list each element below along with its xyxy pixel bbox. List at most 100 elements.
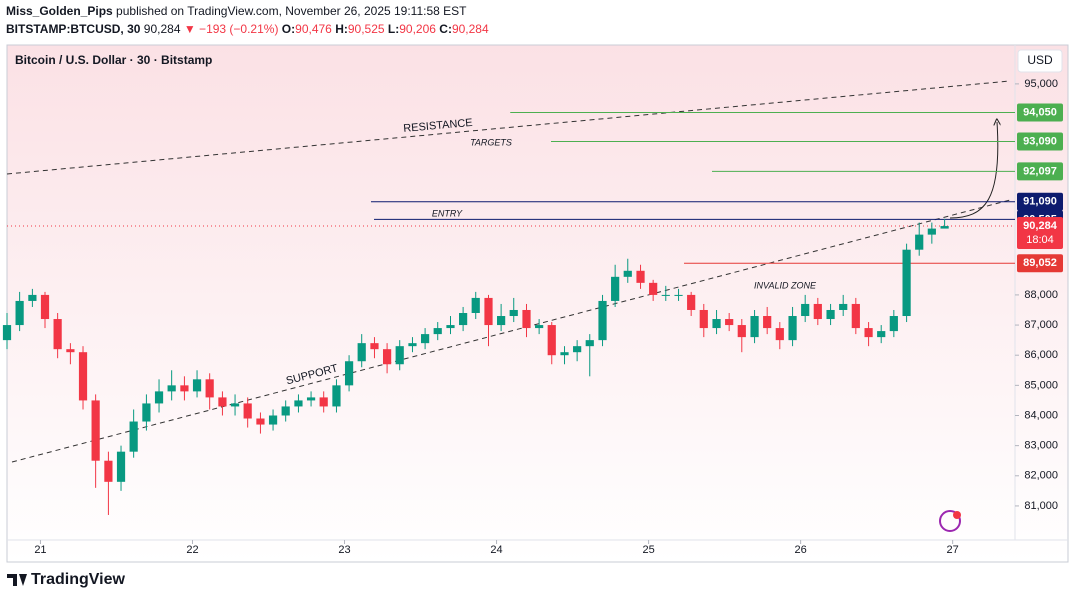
ohlc-key: C: [439,22,452,36]
candle-body [357,343,366,362]
brand-logo[interactable] [7,574,27,586]
candle-body [623,270,632,277]
y-tick-label: 81,000 [1024,500,1058,512]
candle-body [560,352,569,356]
candle-body [750,316,759,338]
countdown: 18:04 [1026,234,1054,246]
y-tick-label: 85,000 [1024,379,1058,391]
candle-body [788,316,797,341]
change: ▼ −193 (−0.21%) [184,22,279,36]
symbol: BITSTAMP:BTCUSD, 30 [6,22,141,36]
x-tick-label: 23 [338,544,350,556]
published: published on TradingView.com, November 2… [116,4,467,18]
candle-body [230,403,240,407]
level-label: 89,052 [1023,257,1057,269]
candle-body [116,451,126,482]
candle-body [839,303,848,310]
support-trendline [11,199,1011,463]
candle-body [598,300,607,341]
candle-body [699,309,708,329]
candle-body [154,391,164,404]
candle-body [915,234,924,250]
candle-body [319,397,328,407]
candle-body [801,303,810,317]
ohlc-key: O: [282,22,295,36]
candle-body [813,303,822,320]
candle-body [294,400,303,407]
currency-box[interactable] [1017,49,1063,73]
candle-body [927,228,936,235]
candle-body [53,319,62,350]
x-tick-label: 24 [490,544,502,556]
candle-body [218,397,227,407]
candle-body [674,294,683,296]
candle-body [763,316,772,329]
candle-body [167,385,176,392]
level-label: 93,090 [1023,135,1057,147]
level-label: 94,050 [1023,106,1057,118]
candle-body [268,415,278,425]
assistant-icon[interactable] [939,510,961,532]
candle-body [649,282,658,295]
candle-body [940,226,949,229]
candle-body [864,328,873,338]
ohlc-key: L: [388,22,399,36]
y-tick-label: 83,000 [1024,440,1058,452]
candle-body [332,385,341,407]
candle-body [446,325,455,329]
candle-body [737,325,746,338]
currency[interactable]: USD [1027,53,1053,67]
candle-body [370,343,379,350]
annotation: INVALID ZONE [754,280,817,290]
candle-body [15,300,24,326]
author: Miss_Golden_Pips [6,4,113,18]
annotation: ENTRY [432,208,463,218]
candle-body [382,349,392,365]
chart-title: Bitcoin / U.S. Dollar · 30 · Bitstamp [15,53,212,67]
candle-body [66,349,75,353]
candle-body [459,312,468,326]
candle-body [509,309,518,317]
candle-body [281,406,290,416]
y-tick-label: 82,000 [1024,470,1058,482]
candle-body [243,403,252,419]
candle-body [547,325,556,356]
x-tick-label: 25 [642,544,654,556]
candle-body [535,325,544,329]
candle-body [661,294,670,296]
target-arrow [949,122,998,219]
y-tick-label: 87,000 [1024,319,1058,331]
candle-body [611,276,620,301]
last: 90,284 [144,22,181,36]
candle-body [40,294,50,320]
current-price-box [1017,217,1063,250]
candle-body [636,270,645,283]
quote-line: BITSTAMP:BTCUSD, 30 90,284 ▼ −193 (−0.21… [6,22,489,36]
candle-body [104,460,113,482]
candle-body [484,297,493,326]
x-tick-label: 22 [186,544,198,556]
candle-body [78,352,88,401]
candle-body [395,346,404,365]
resistance-trendline [6,80,1011,175]
annotation: TARGETS [470,137,512,147]
ohlc-value: 90,525 [348,22,385,36]
current-price-label: 90,284 [1023,220,1058,232]
candle-body [256,418,265,425]
level-label: 91,090 [1023,196,1057,208]
candle-body [585,340,594,347]
candle-body [2,325,12,341]
candle-body [344,361,354,386]
candle-body [712,319,721,329]
candle-body [573,346,582,353]
brand[interactable]: TradingView [31,571,126,588]
y-tick-label: 95,000 [1024,78,1058,90]
candle-body [91,400,100,461]
candle-body [471,297,480,313]
candle-body [420,334,430,344]
candle-body [687,294,696,310]
level-label-box [1017,103,1063,122]
level-label-box [1017,254,1063,273]
x-tick-label: 21 [34,544,46,556]
